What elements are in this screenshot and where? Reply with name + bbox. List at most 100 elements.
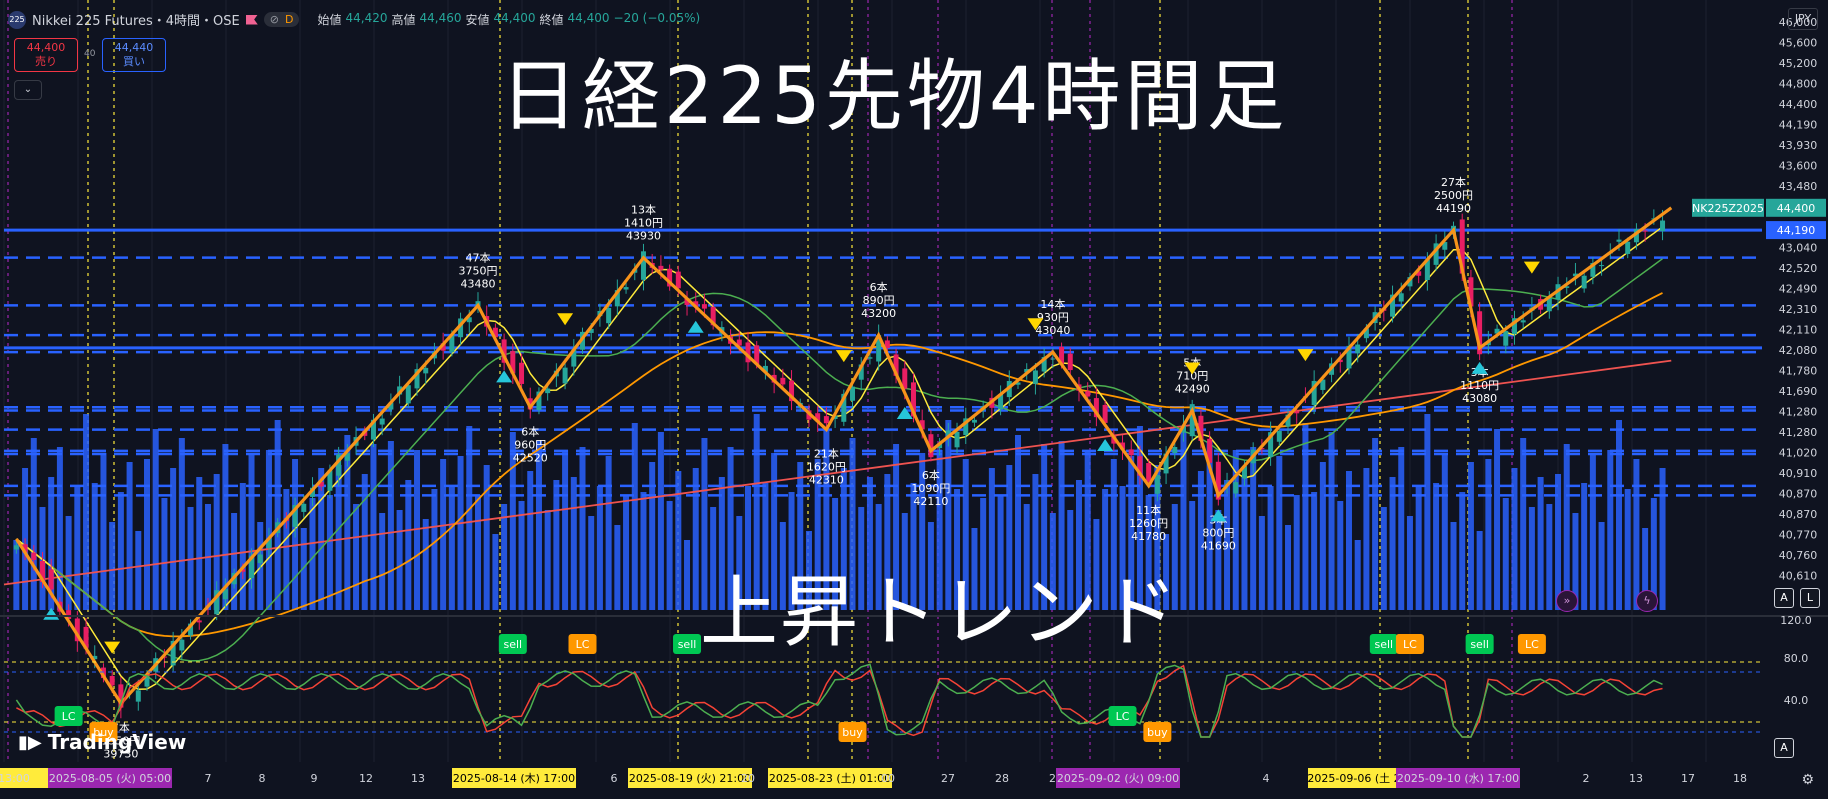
volume-bar bbox=[1128, 456, 1135, 610]
ma-long-line bbox=[3, 359, 1672, 586]
volume-bar bbox=[544, 510, 551, 610]
eye-off-icon: ⊘ bbox=[269, 13, 279, 26]
candle-body bbox=[1180, 425, 1186, 433]
status-pill[interactable]: ⊘ D bbox=[263, 12, 300, 27]
candle-body bbox=[928, 434, 934, 458]
zigzag-label: 41780 bbox=[1131, 530, 1166, 543]
candle-body bbox=[423, 367, 429, 374]
zigzag-label: 3750円 bbox=[458, 264, 497, 277]
replay-icon[interactable]: » bbox=[1556, 590, 1578, 612]
price-axis-tick: 41,690 bbox=[1779, 385, 1818, 398]
volume-bar bbox=[126, 462, 133, 610]
candle-body bbox=[902, 368, 908, 389]
zigzag-label: 800円 bbox=[1202, 526, 1234, 539]
time-axis-highlight bbox=[452, 768, 576, 788]
candle-body bbox=[118, 684, 124, 708]
price-axis-tick: 41,280 bbox=[1779, 406, 1818, 419]
candle-body bbox=[754, 345, 760, 365]
volume-bar bbox=[1102, 489, 1109, 610]
volume-bar bbox=[1502, 498, 1509, 610]
gear-icon[interactable]: ⚙ bbox=[1801, 772, 1814, 788]
price-axis-bg bbox=[1766, 0, 1828, 770]
sell-button[interactable]: 44,400 売り bbox=[14, 38, 78, 72]
volume-bar bbox=[553, 480, 560, 610]
zigzag-label: 43080 bbox=[1462, 392, 1497, 405]
time-axis-tick: 20 bbox=[741, 772, 755, 785]
lightning-icon[interactable]: ϟ bbox=[1636, 590, 1658, 612]
candle-body bbox=[1241, 465, 1247, 479]
volume-bar bbox=[1189, 501, 1196, 610]
candle-body bbox=[179, 639, 185, 651]
auto-scale-button[interactable]: A bbox=[1774, 588, 1794, 608]
candle-body bbox=[135, 690, 141, 702]
volume-bar bbox=[1067, 510, 1074, 610]
currency-selector[interactable]: JPY bbox=[1788, 8, 1818, 30]
signal-badge bbox=[1369, 634, 1398, 654]
level-badge-text: 44,190 bbox=[1777, 224, 1816, 237]
candle-body bbox=[623, 287, 629, 290]
candle-body bbox=[196, 620, 202, 623]
volume-bar bbox=[1206, 441, 1213, 610]
candle-body bbox=[736, 339, 742, 346]
candle-body bbox=[1137, 456, 1143, 476]
candle-body bbox=[1590, 262, 1596, 277]
volume-bar bbox=[753, 414, 760, 610]
volume-bar bbox=[858, 507, 865, 610]
tradingview-logo: ▮▶ TradingView bbox=[18, 730, 186, 754]
volume-bar bbox=[710, 507, 717, 610]
volume-bar bbox=[396, 510, 403, 610]
overlay-title: 日経225先物4時間足 bbox=[500, 52, 1289, 142]
volume-bar bbox=[840, 468, 847, 610]
buy-button[interactable]: 44,440 買い bbox=[102, 38, 166, 72]
signal-badge bbox=[838, 722, 867, 742]
zigzag-label: 13本 bbox=[631, 203, 656, 217]
volume-bar bbox=[884, 474, 891, 610]
candle-body bbox=[1442, 242, 1448, 250]
price-axis-tick: 45,600 bbox=[1779, 37, 1818, 50]
candle-body bbox=[858, 364, 864, 380]
candle-body bbox=[1494, 328, 1500, 334]
volume-bar bbox=[91, 483, 98, 610]
candle-body bbox=[667, 268, 673, 287]
chevron-down-icon[interactable]: ⌄ bbox=[14, 80, 42, 100]
time-axis-highlight bbox=[768, 768, 892, 788]
volume-bar bbox=[579, 447, 586, 610]
candle-body bbox=[266, 538, 272, 549]
candle-body bbox=[954, 431, 960, 448]
zigzag-label: 41690 bbox=[1201, 539, 1236, 552]
candle-body bbox=[1059, 346, 1065, 365]
volume-bar bbox=[178, 438, 185, 610]
candle-body bbox=[257, 554, 263, 564]
volume-bar bbox=[1145, 495, 1152, 610]
time-axis-tick: 13 bbox=[411, 772, 425, 785]
candle-body bbox=[214, 590, 220, 615]
price-axis-tick: 41,780 bbox=[1779, 365, 1818, 378]
candle-body bbox=[1320, 379, 1326, 390]
volume-bar bbox=[422, 519, 429, 610]
time-axis-tick: 8 bbox=[259, 772, 266, 785]
auto-scale-button-2[interactable]: A bbox=[1774, 738, 1794, 758]
signal-badge bbox=[1143, 722, 1172, 742]
time-axis-tick: 27 bbox=[941, 772, 955, 785]
time-axis-tick: 9 bbox=[311, 772, 318, 785]
volume-bar bbox=[239, 483, 246, 610]
overlay-subtitle: 上昇トレンド bbox=[700, 568, 1181, 658]
time-axis-bg bbox=[0, 762, 1828, 799]
volume-bar bbox=[117, 492, 124, 610]
signal-badge bbox=[568, 634, 597, 654]
log-scale-button[interactable]: L bbox=[1800, 588, 1820, 608]
chart-title[interactable]: Nikkei 225 Futures・4時間・OSE bbox=[32, 14, 240, 29]
volume-bar bbox=[954, 489, 961, 610]
volume-bar bbox=[980, 498, 987, 610]
candle-body bbox=[1285, 414, 1291, 427]
volume-bar bbox=[518, 501, 525, 610]
candle-body bbox=[510, 351, 516, 374]
ohlc-readout: 始値 44,420 高値 44,460 安値 44,400 終値 44,400 −20 … bbox=[317, 11, 700, 28]
volume-bar bbox=[1650, 498, 1657, 610]
volume-bar bbox=[65, 516, 72, 610]
volume-bar bbox=[596, 486, 603, 610]
volume-bar bbox=[1093, 519, 1100, 610]
volume-bar bbox=[631, 423, 638, 610]
candle-body bbox=[876, 335, 882, 362]
